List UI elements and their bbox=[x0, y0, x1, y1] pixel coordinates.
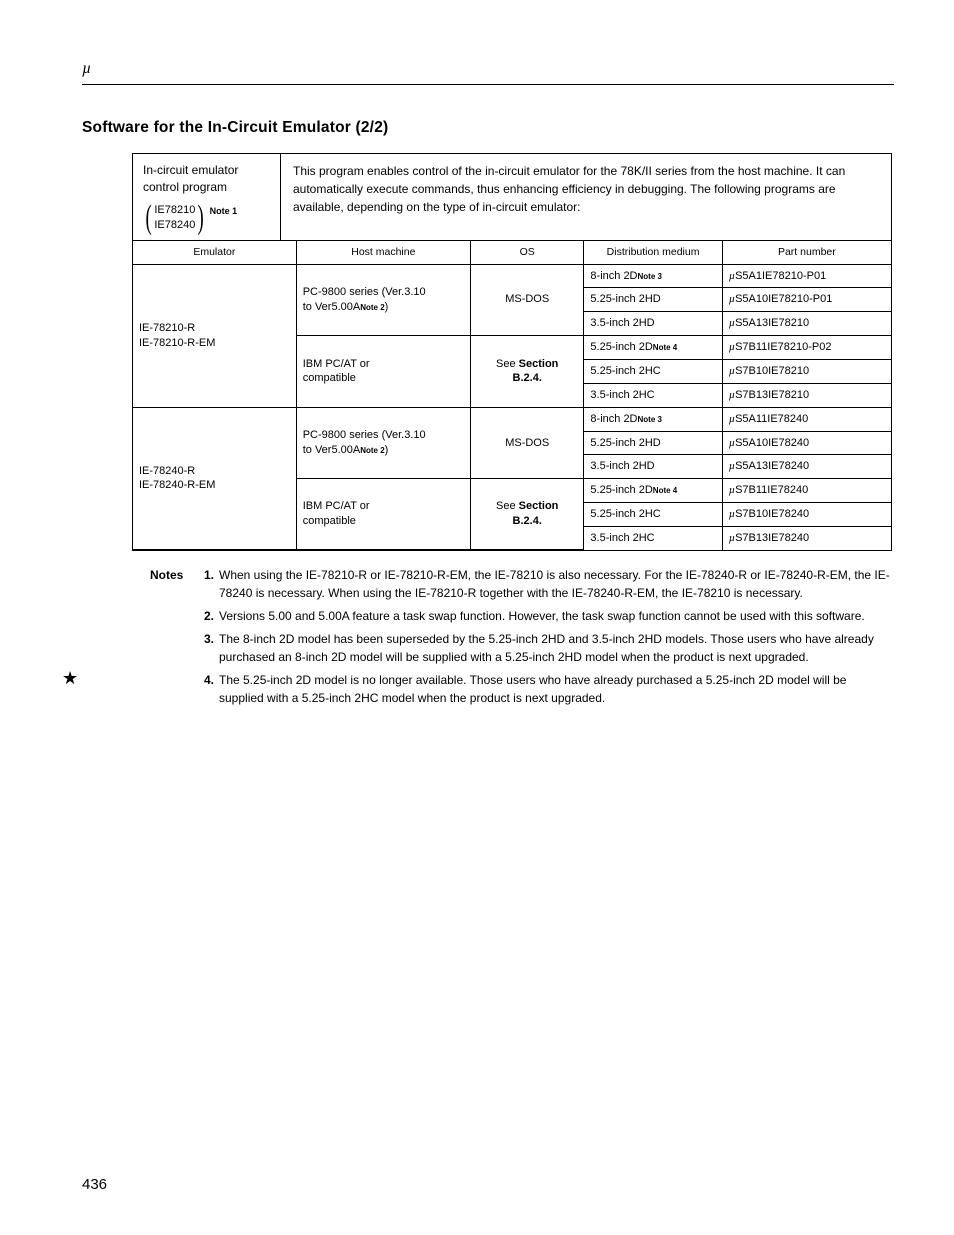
note-text: The 8-inch 2D model has been superseded … bbox=[219, 631, 892, 666]
note-num: 4. bbox=[196, 672, 214, 707]
host-cell: PC-9800 series (Ver.3.10to Ver5.00ANote … bbox=[296, 407, 470, 479]
section-title: Software for the In-Circuit Emulator (2/… bbox=[82, 119, 894, 137]
part-cell: µS5A11IE78240 bbox=[722, 407, 891, 431]
host-cell: PC-9800 series (Ver.3.10to Ver5.00ANote … bbox=[296, 264, 470, 336]
part-cell: µS7B10IE78240 bbox=[722, 503, 891, 527]
part-cell: µS5A13IE78210 bbox=[722, 312, 891, 336]
os-cell: See SectionB.2.4. bbox=[471, 479, 584, 550]
part-cell: µS5A10IE78210-P01 bbox=[722, 288, 891, 312]
program-name-line1: In-circuit emulator bbox=[143, 162, 270, 179]
left-paren-icon: ( bbox=[146, 204, 152, 232]
part-cell: µS7B11IE78210-P02 bbox=[722, 336, 891, 360]
note-num: 1. bbox=[196, 567, 214, 602]
dist-cell: 5.25-inch 2DNote 4 bbox=[584, 336, 722, 360]
model-2: IE78240 bbox=[154, 219, 195, 231]
header-symbol: µ bbox=[82, 60, 894, 78]
program-name-cell: In-circuit emulator control program ( IE… bbox=[133, 154, 281, 240]
notes-label bbox=[150, 608, 196, 625]
note-text: Versions 5.00 and 5.00A feature a task s… bbox=[219, 608, 892, 625]
description-text: This program enables control of the in-c… bbox=[281, 154, 891, 240]
host-cell: IBM PC/AT orcompatible bbox=[296, 336, 470, 408]
note-text: When using the IE-78210-R or IE-78210-R-… bbox=[219, 567, 892, 602]
part-cell: µS7B10IE78210 bbox=[722, 360, 891, 384]
note-row: 2. Versions 5.00 and 5.00A feature a task… bbox=[150, 608, 892, 625]
note-num: 2. bbox=[196, 608, 214, 625]
note-row: 4.The 5.25-inch 2D model is no longer av… bbox=[150, 672, 892, 707]
dist-cell: 3.5-inch 2HD bbox=[584, 455, 722, 479]
right-paren-icon: ) bbox=[198, 204, 204, 232]
note-1-ref: Note 1 bbox=[210, 205, 238, 218]
os-cell: MS-DOS bbox=[471, 407, 584, 479]
dist-cell: 3.5-inch 2HC bbox=[584, 526, 722, 549]
star-icon: ★ bbox=[62, 668, 78, 689]
dist-cell: 5.25-inch 2HD bbox=[584, 288, 722, 312]
dist-cell: 5.25-inch 2HD bbox=[584, 431, 722, 455]
notes-label bbox=[150, 672, 196, 707]
dist-cell: 5.25-inch 2HC bbox=[584, 503, 722, 527]
part-cell: µS5A13IE78240 bbox=[722, 455, 891, 479]
model-bracket: ( IE78210 IE78240 ) Note 1 bbox=[143, 203, 270, 233]
note-row: 3.The 8-inch 2D model has been supersede… bbox=[150, 631, 892, 666]
part-cell: µS7B11IE78240 bbox=[722, 479, 891, 503]
part-cell: µS7B13IE78210 bbox=[722, 383, 891, 407]
description-row: In-circuit emulator control program ( IE… bbox=[133, 154, 891, 241]
note-row: Notes1.When using the IE-78210-R or IE-7… bbox=[150, 567, 892, 602]
os-cell: See SectionB.2.4. bbox=[471, 336, 584, 408]
notes-label bbox=[150, 631, 196, 666]
os-cell: MS-DOS bbox=[471, 264, 584, 336]
part-cell: µS5A10IE78240 bbox=[722, 431, 891, 455]
notes-block: Notes1.When using the IE-78210-R or IE-7… bbox=[150, 567, 892, 707]
dist-cell: 8-inch 2DNote 3 bbox=[584, 264, 722, 288]
sub-table: EmulatorHost machineOSDistribution mediu… bbox=[133, 241, 891, 550]
dist-cell: 8-inch 2DNote 3 bbox=[584, 407, 722, 431]
table-row: IE-78210-RIE-78210-R-EMPC-9800 series (V… bbox=[133, 264, 891, 288]
note-num: 3. bbox=[196, 631, 214, 666]
notes-label: Notes bbox=[150, 567, 196, 602]
host-cell: IBM PC/AT orcompatible bbox=[296, 479, 470, 550]
dist-cell: 5.25-inch 2DNote 4 bbox=[584, 479, 722, 503]
page-number: 436 bbox=[82, 1176, 107, 1193]
emulator-cell: IE-78210-RIE-78210-R-EM bbox=[133, 264, 296, 407]
note-text: The 5.25-inch 2D model is no longer avai… bbox=[219, 672, 892, 707]
emulator-cell: IE-78240-RIE-78240-R-EM bbox=[133, 407, 296, 550]
program-name-line2: control program bbox=[143, 179, 270, 196]
dist-cell: 5.25-inch 2HC bbox=[584, 360, 722, 384]
part-cell: µS7B13IE78240 bbox=[722, 526, 891, 549]
main-box: In-circuit emulator control program ( IE… bbox=[132, 153, 892, 551]
dist-cell: 3.5-inch 2HC bbox=[584, 383, 722, 407]
header-rule bbox=[82, 84, 894, 85]
part-cell: µS5A1IE78210-P01 bbox=[722, 264, 891, 288]
dist-cell: 3.5-inch 2HD bbox=[584, 312, 722, 336]
model-1: IE78210 bbox=[154, 204, 195, 216]
table-row: IE-78240-RIE-78240-R-EMPC-9800 series (V… bbox=[133, 407, 891, 431]
